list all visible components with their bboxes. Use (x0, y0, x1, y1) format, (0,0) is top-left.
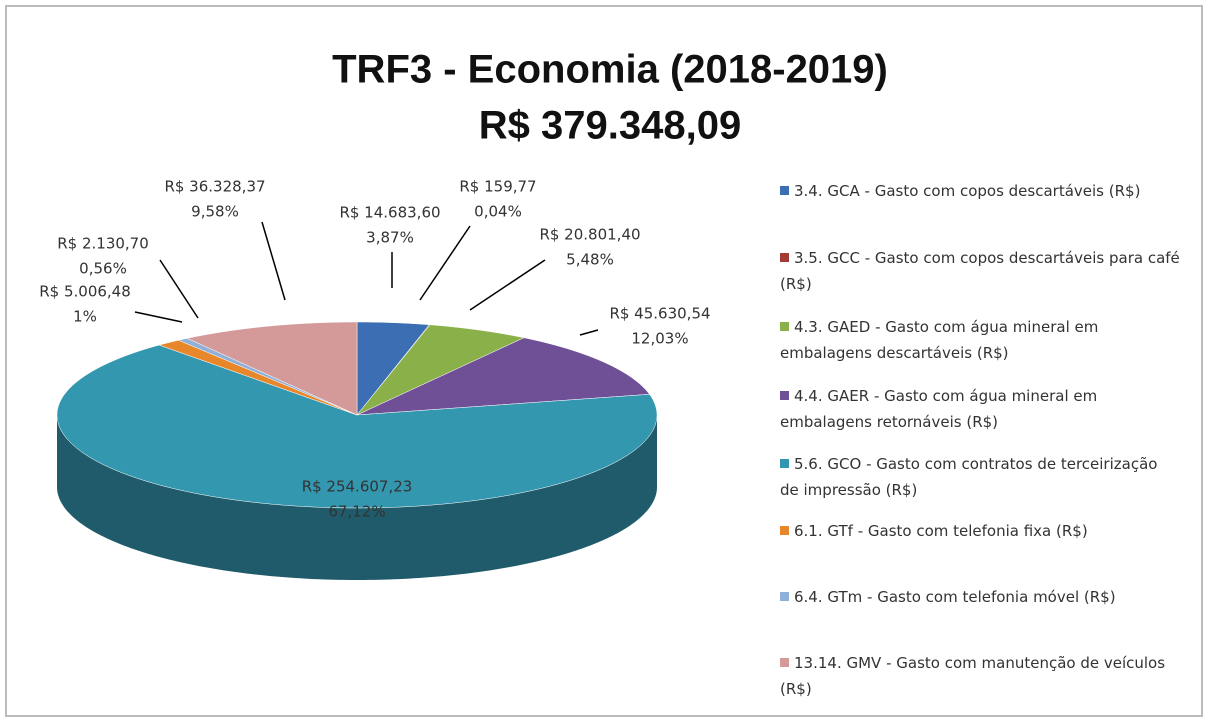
legend-label: 4.3. GAED - Gasto com água mineral em em… (780, 318, 1099, 362)
slice-side (57, 415, 657, 580)
data-label: 0,56% (79, 260, 127, 278)
legend-label: 13.14. GMV - Gasto com manutenção de veí… (780, 654, 1166, 698)
legend-swatch (780, 526, 789, 535)
data-label: 9,58% (191, 203, 239, 221)
legend-entry: 4.4. GAER - Gasto com água mineral em em… (780, 383, 1180, 435)
data-label: R$ 14.683,60 (339, 204, 440, 222)
data-label: R$ 36.328,37 (164, 178, 265, 196)
data-label: 1% (73, 308, 97, 326)
data-label: R$ 159,77 (459, 178, 536, 196)
data-label: R$ 20.801,40 (539, 226, 640, 244)
chart-subtitle: R$ 379.348,09 (479, 104, 741, 148)
legend-label: 3.5. GCC - Gasto com copos descartáveis … (780, 249, 1180, 293)
legend-label: 3.4. GCA - Gasto com copos descartáveis … (794, 182, 1141, 200)
leader-line (469, 259, 546, 311)
slice (356, 324, 525, 416)
slice (158, 339, 358, 416)
leader-line (134, 311, 183, 323)
leader-line (261, 221, 286, 301)
legend-swatch (780, 658, 789, 667)
legend-entry: 6.1. GTf - Gasto com telefonia fixa (R$) (780, 518, 1180, 544)
legend-label: 5.6. GCO - Gasto com contratos de tercei… (780, 455, 1158, 499)
legend-entry: 5.6. GCO - Gasto com contratos de tercei… (780, 451, 1180, 503)
data-label: R$ 45.630,54 (609, 305, 710, 323)
data-label: 5,48% (566, 251, 614, 269)
slice (56, 344, 658, 509)
legend-swatch (780, 186, 789, 195)
leader-line (159, 259, 199, 319)
legend-swatch (780, 459, 789, 468)
chart-title: TRF3 - Economia (2018-2019) (332, 48, 888, 92)
data-label: R$ 254.607,23 (302, 478, 413, 496)
data-label: 3,87% (366, 229, 414, 247)
legend-label: 6.1. GTf - Gasto com telefonia fixa (R$) (794, 522, 1088, 540)
data-label: 67,12% (328, 503, 385, 521)
legend-entry: 3.4. GCA - Gasto com copos descartáveis … (780, 178, 1180, 204)
slice (186, 321, 358, 416)
legend-entry: 6.4. GTm - Gasto com telefonia móvel (R$… (780, 584, 1180, 610)
legend-label: 6.4. GTm - Gasto com telefonia móvel (R$… (794, 588, 1116, 606)
data-label: 0,04% (474, 203, 522, 221)
slice (356, 321, 430, 416)
data-label: R$ 2.130,70 (57, 235, 149, 253)
leader-line (579, 329, 599, 336)
legend-entry: 3.5. GCC - Gasto com copos descartáveis … (780, 245, 1180, 297)
leader-line (419, 225, 471, 301)
legend-entry: 4.3. GAED - Gasto com água mineral em em… (780, 314, 1180, 366)
legend-swatch (780, 391, 789, 400)
legend-entry: 13.14. GMV - Gasto com manutenção de veí… (780, 650, 1180, 702)
data-label: 12,03% (631, 330, 688, 348)
legend-swatch (780, 592, 789, 601)
legend-label: 4.4. GAER - Gasto com água mineral em em… (780, 387, 1098, 431)
slice (356, 337, 650, 416)
legend-swatch (780, 322, 789, 331)
legend-swatch (780, 253, 789, 262)
data-label: R$ 5.006,48 (39, 283, 131, 301)
